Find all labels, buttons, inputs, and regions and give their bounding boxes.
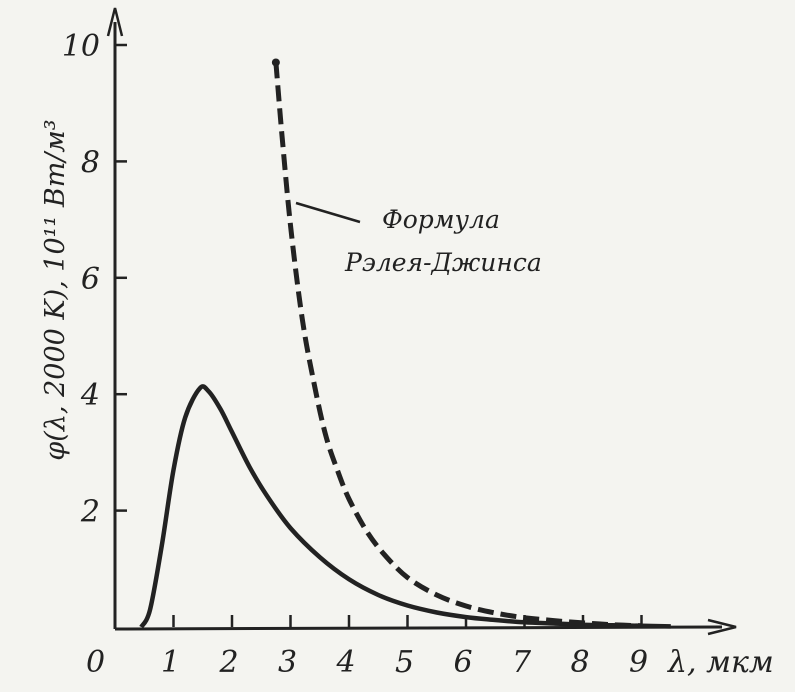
x-tick-label: 6: [453, 645, 472, 680]
x-tick-label: 8: [570, 645, 589, 680]
annotation-line-2: Рэлея-Джинса: [344, 248, 542, 277]
x-axis-arrow: [707, 618, 737, 636]
planck-curve: [139, 384, 671, 629]
x-tick-label: 2: [218, 645, 238, 680]
y-tick-label: 10: [62, 29, 100, 64]
annotation-line-1: Формула: [382, 205, 500, 234]
labels: φ(λ, 2000 K), 10¹¹ Вт/м³ λ, мкм 0: [40, 119, 774, 680]
x-tick-label: 1: [161, 645, 180, 680]
rayleigh-jeans-curve: [273, 62, 642, 629]
x-tick-label: 3: [278, 645, 297, 680]
x-tick-label: 4: [335, 645, 355, 680]
y-axis-arrow: [106, 7, 124, 37]
rayleigh-jeans-start-point: [271, 58, 280, 67]
rayleigh-jeans-annotation: Формула Рэлея-Джинса: [295, 201, 542, 277]
annotation-pointer: [295, 201, 361, 224]
x-tick-label: 7: [512, 645, 532, 680]
axes: [106, 7, 737, 636]
y-tick-label: 2: [80, 495, 100, 530]
x-tick-label: 9: [629, 645, 648, 680]
y-axis-title: φ(λ, 2000 K), 10¹¹ Вт/м³: [40, 119, 71, 460]
y-tick-label: 6: [81, 262, 100, 297]
series-layer: [139, 58, 671, 629]
x-axis-unit-label: λ, мкм: [667, 645, 774, 680]
y-tick-label: 4: [80, 378, 100, 413]
x-tick-label: 5: [395, 645, 414, 680]
origin-label: 0: [86, 645, 105, 680]
y-tick-label: 8: [81, 145, 100, 180]
